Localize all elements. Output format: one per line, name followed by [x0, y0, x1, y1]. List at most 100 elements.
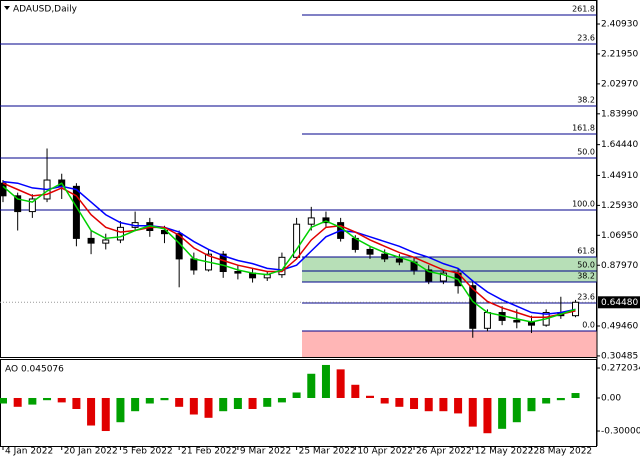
ao-bar — [571, 393, 580, 398]
ao-bar — [498, 397, 507, 429]
candle-body — [513, 319, 521, 323]
candle-body — [439, 272, 447, 282]
ao-bar — [424, 397, 433, 412]
fib-label: 50.0 — [577, 148, 595, 157]
x-tick-label: 4 Jan 2022 — [5, 447, 53, 457]
candle-body — [483, 312, 491, 329]
x-tick-label: 9 Mar 2022 — [240, 447, 291, 457]
ao-bar — [219, 397, 228, 412]
ao-bar — [160, 397, 169, 401]
y-tick-label: 0.30485 — [601, 351, 638, 361]
y-tick-label: 1.06950 — [601, 231, 638, 241]
candle-body — [366, 248, 374, 255]
candle-body — [190, 258, 198, 271]
y-tick-label: 0.00 — [601, 393, 621, 403]
ao-bar — [395, 397, 404, 407]
ao-bar — [321, 364, 330, 398]
y-tick-label: 2.21950 — [601, 49, 638, 59]
ao-bar — [116, 397, 125, 423]
candle-body — [102, 239, 110, 244]
y-tick-label: 2.02970 — [601, 79, 638, 89]
fib-label: 50.0 — [577, 261, 595, 270]
fib-label: 100.0 — [572, 200, 595, 209]
candle-body — [116, 226, 124, 241]
x-tick-label: 28 May 2022 — [533, 447, 592, 457]
ao-bar — [410, 397, 419, 410]
x-tick-label: 20 Jan 2022 — [64, 447, 118, 457]
x-tick-label: 5 Feb 2022 — [122, 447, 172, 457]
moving-average — [2, 180, 576, 315]
ao-bar — [248, 397, 257, 410]
x-tick-label: 25 Mar 2022 — [299, 447, 356, 457]
chart-title: ADAUSD,Daily — [13, 5, 78, 15]
ao-bar — [189, 397, 198, 415]
fib-label: 161.8 — [572, 124, 595, 133]
fib-label: 61.8 — [577, 247, 595, 256]
candle-body — [293, 223, 301, 258]
fib-label: 23.6 — [577, 293, 595, 302]
current-price-label: 0.64480 — [601, 298, 638, 308]
candle-body — [28, 198, 36, 213]
ao-bar — [336, 369, 345, 398]
y-tick-label: 1.64440 — [601, 140, 638, 150]
ao-bar — [439, 397, 448, 412]
ao-bar — [263, 397, 272, 407]
candle-body — [14, 195, 22, 213]
ao-title: AO 0.045076 — [5, 365, 64, 375]
y-tick-label: 0.87970 — [601, 261, 638, 271]
ao-bar — [542, 397, 551, 404]
y-tick-label: -0.300004 — [601, 427, 640, 437]
ao-bar — [292, 392, 301, 398]
fib-label: 23.6 — [577, 34, 595, 43]
x-tick-label: 21 Feb 2022 — [181, 447, 237, 457]
y-tick-label: 2.40930 — [601, 20, 638, 30]
candle-body — [572, 301, 580, 317]
main-panel-frame — [0, 0, 597, 358]
current-price-box — [598, 296, 640, 309]
ao-bar — [204, 397, 213, 418]
menu-triangle — [4, 6, 10, 10]
ao-bar — [145, 397, 154, 404]
candle-body — [234, 271, 242, 274]
y-tick-label: 0.272034 — [601, 364, 640, 374]
x-tick-label: 10 Apr 2022 — [357, 447, 413, 457]
ao-bar — [483, 397, 492, 434]
ao-bar — [351, 384, 360, 398]
candle-body — [307, 217, 315, 225]
fib-label: 261.8 — [572, 4, 595, 13]
ao-bar — [366, 395, 374, 398]
ao-bar — [454, 397, 463, 414]
candle-body — [425, 269, 433, 282]
loss-zone — [302, 331, 597, 357]
ao-bar — [57, 397, 66, 403]
y-tick-label: 0.49460 — [601, 321, 638, 331]
x-tick-label: 26 Apr 2022 — [416, 447, 472, 457]
ao-bar — [0, 397, 7, 404]
ao-bar — [233, 397, 242, 410]
moving-average — [2, 182, 576, 319]
y-tick-label: 1.83990 — [601, 109, 638, 119]
ao-bar — [13, 397, 22, 407]
fib-label: 38.2 — [577, 96, 595, 105]
candle-body — [395, 258, 403, 263]
candle-body — [0, 182, 7, 197]
ao-bar — [380, 397, 389, 404]
ao-bar — [131, 397, 140, 412]
ao-bar — [87, 397, 96, 426]
ao-bar — [556, 397, 565, 401]
y-tick-label: 1.25930 — [601, 201, 638, 211]
fib-label: 38.2 — [577, 272, 595, 281]
candle-body — [87, 237, 95, 244]
fib-label: 0.0 — [582, 321, 595, 330]
ao-bar — [28, 397, 37, 405]
ao-bar — [307, 373, 316, 398]
ao-bar — [72, 397, 81, 410]
ao-bar — [43, 397, 52, 401]
ao-bar — [527, 397, 536, 412]
y-tick-label: 1.44910 — [601, 171, 638, 181]
moving-average — [2, 182, 576, 323]
candle-body — [381, 253, 389, 260]
ao-bar — [512, 397, 521, 423]
